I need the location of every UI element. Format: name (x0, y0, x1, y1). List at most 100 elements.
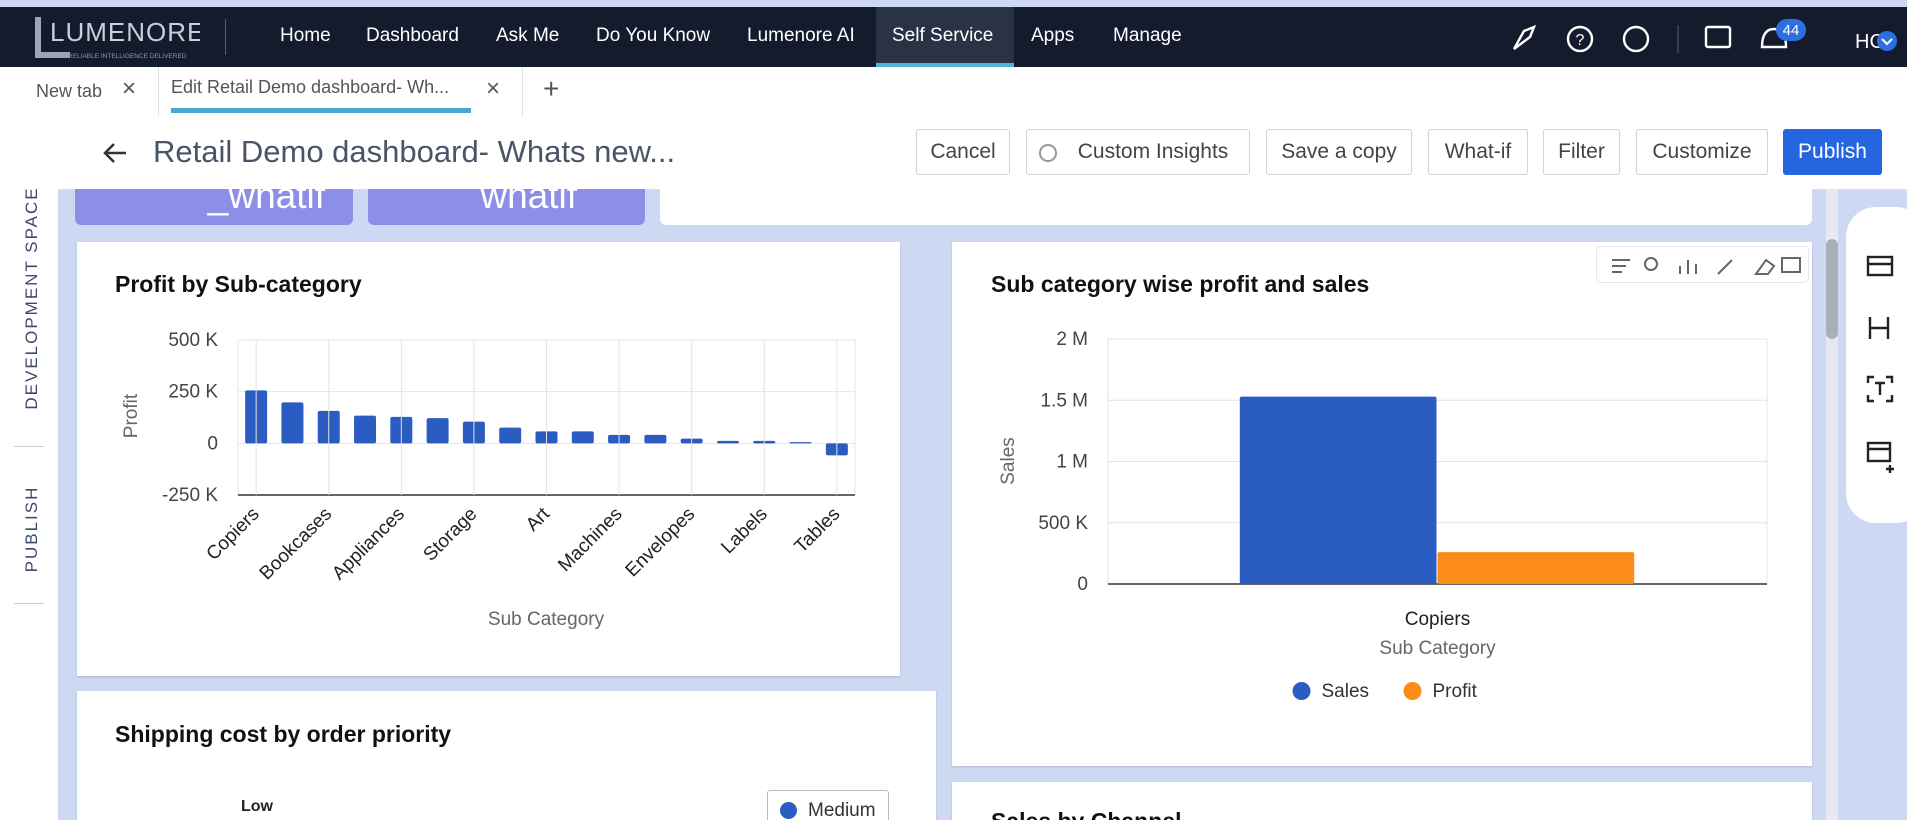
help-icon[interactable] (1566, 25, 1594, 53)
logo: LUMENORE RELIABLE INTELLIGENCE DELIVERED (35, 17, 200, 60)
svg-text:?: ? (1576, 32, 1585, 49)
sidebar-item[interactable]: DEVELOPMENT SPACE (22, 186, 41, 410)
top-nav: LUMENORE RELIABLE INTELLIGENCE DELIVERED… (0, 7, 1907, 67)
x-tick-label: Bookcases (256, 504, 337, 585)
x-tick-label: Envelopes (622, 504, 700, 582)
rail-icon[interactable] (1866, 255, 1894, 277)
chart-card: Sub category wise profit and sales 0 500 … (952, 242, 1812, 766)
scrollbar[interactable] (1826, 189, 1838, 820)
y-tick-label: 500 K (168, 330, 218, 351)
divider (225, 19, 226, 55)
logo-text: LUMENORE (50, 17, 200, 47)
bar (1437, 552, 1635, 584)
tab-close[interactable]: × (486, 75, 501, 102)
blank-widget (660, 189, 1812, 225)
nav-item[interactable]: Apps (1031, 25, 1075, 46)
chart-card: Sales by Channel (952, 782, 1812, 820)
x-tick-label: Appliances (328, 504, 409, 585)
bar (644, 434, 667, 444)
x-tick-label: Tables (791, 504, 845, 558)
chart-title: Profit by Sub-category (115, 271, 362, 297)
bar (354, 415, 377, 444)
button[interactable]: What-if (1428, 129, 1528, 175)
nav-item[interactable]: Ask Me (496, 25, 560, 46)
rail-icon[interactable] (1868, 317, 1890, 339)
button-primary[interactable]: Publish (1783, 129, 1882, 175)
bar (1239, 396, 1437, 584)
rail-icon[interactable] (1866, 375, 1894, 403)
tab-active[interactable]: Edit Retail Demo dashboard- Wh... (171, 77, 450, 97)
nav-item[interactable]: Lumenore AI (747, 25, 855, 46)
tab-underline (171, 108, 471, 113)
x-tick-label: Copiers (1405, 609, 1470, 630)
y-axis-title: Profit (121, 393, 142, 438)
y-tick-label: 0 (207, 433, 218, 454)
assistant-icon[interactable] (1622, 25, 1650, 53)
button[interactable]: Customize (1636, 129, 1768, 175)
chart: 0 500 K 1 M 1.5 M 2 M Sub Category Sales Copier… (998, 329, 1768, 702)
nav-item[interactable]: Self Service (892, 25, 994, 46)
legend: Medium (767, 790, 889, 820)
y-tick-label: -250 K (162, 485, 218, 506)
nav-icons: ? 44 HC (1512, 19, 1897, 53)
chart-title: Sub category wise profit and sales (991, 271, 1370, 297)
x-axis-title: Sub Category (1379, 638, 1496, 659)
whatif-widget[interactable]: _whatif (75, 177, 353, 225)
y-tick-label: 500 K (1038, 513, 1088, 534)
nav-item[interactable]: Manage (1113, 25, 1182, 46)
tab[interactable]: New tab (36, 81, 103, 101)
sidebar: DEVELOPMENT SPACE PUBLISH (0, 116, 60, 820)
nav-item[interactable]: Do You Know (596, 25, 711, 46)
rocket-icon[interactable] (1512, 24, 1537, 50)
legend-swatch (1403, 682, 1422, 700)
button[interactable]: Cancel (916, 129, 1010, 175)
user-initials[interactable]: HC (1855, 31, 1884, 53)
legend-swatch (1292, 682, 1311, 700)
chart-card: Shipping cost by order priority Low Medi… (77, 691, 936, 820)
button[interactable]: Filter (1543, 129, 1620, 175)
nav-item[interactable]: Dashboard (366, 25, 459, 46)
legend-label: Sales (1322, 681, 1370, 702)
tab-bar: New tab × Edit Retail Demo dashboard- Wh… (0, 67, 1907, 117)
x-tick-label: Copiers (203, 504, 264, 565)
button[interactable]: Custom Insights (1026, 129, 1250, 175)
toolbar: Retail Demo dashboard- Whats new... Canc… (58, 116, 1907, 190)
logo-tagline: RELIABLE INTELLIGENCE DELIVERED (68, 53, 187, 60)
right-rail (1846, 207, 1907, 523)
tab-close[interactable]: × (122, 75, 137, 102)
chart-title: Sales by Channel (991, 808, 1181, 820)
dashboard-title: Retail Demo dashboard- Whats new... (153, 134, 676, 169)
rail-icon[interactable] (1866, 441, 1892, 463)
notification-count: 44 (1783, 22, 1800, 39)
chart: -250 K 0 250 K 500 K Sub Category Profit Copie… (121, 330, 856, 630)
x-axis-title: Sub Category (488, 609, 605, 630)
sidebar-item[interactable]: PUBLISH (22, 485, 41, 573)
chart-label: Low (241, 798, 273, 815)
bar (281, 402, 304, 444)
bar (716, 440, 739, 444)
x-tick-label: Storage (420, 504, 482, 566)
x-tick-label: Art (522, 503, 555, 536)
feedback-icon[interactable] (1704, 25, 1732, 49)
insights-icon (1039, 144, 1057, 162)
chart-card: Profit by Sub-category -250 K 0 250 K 500 K… (77, 242, 900, 676)
y-tick-label: 0 (1077, 574, 1088, 595)
legend-label: Profit (1433, 681, 1478, 702)
legend-label: Medium (808, 800, 876, 820)
button[interactable]: Save a copy (1266, 129, 1412, 175)
whatif-widget[interactable]: whatif (368, 177, 645, 225)
chart-title: Shipping cost by order priority (115, 721, 452, 747)
back-arrow[interactable] (100, 138, 130, 168)
bar (499, 427, 522, 444)
new-tab[interactable]: + (543, 73, 560, 104)
y-tick-label: 1 M (1056, 452, 1088, 473)
x-tick-label: Machines (554, 504, 626, 576)
bar (789, 442, 812, 444)
y-tick-label: 1.5 M (1040, 390, 1088, 411)
y-tick-label: 2 M (1056, 329, 1088, 350)
y-axis-title: Sales (998, 437, 1019, 485)
nav-item[interactable]: Home (280, 25, 331, 46)
y-tick-label: 250 K (168, 382, 218, 403)
bell-icon[interactable] (1760, 27, 1788, 49)
